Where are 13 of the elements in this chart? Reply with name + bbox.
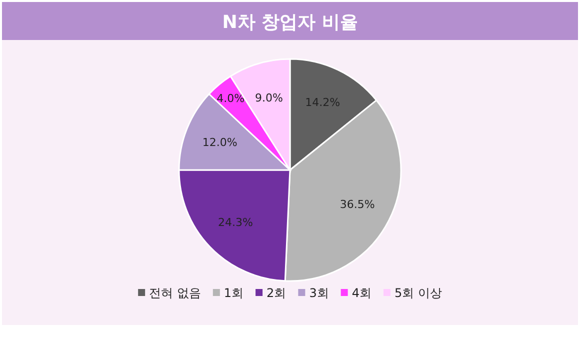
chart-title: N차 창업자 비율 bbox=[222, 12, 358, 33]
data-label: 36.5% bbox=[340, 198, 375, 212]
data-label: 12.0% bbox=[202, 136, 238, 150]
legend-label: 5회 이상 bbox=[394, 286, 442, 300]
legend-label: 4회 bbox=[352, 286, 372, 300]
legend-label: 3회 bbox=[309, 286, 329, 300]
legend-label: 전혀 없음 bbox=[149, 286, 201, 300]
data-label: 14.2% bbox=[305, 96, 340, 109]
legend-label: 2회 bbox=[266, 286, 286, 300]
data-label: 24.3% bbox=[218, 216, 253, 230]
data-label: 9.0% bbox=[254, 92, 283, 105]
legend-label: 1회 bbox=[224, 286, 244, 300]
data-label: 4.0% bbox=[216, 92, 245, 106]
